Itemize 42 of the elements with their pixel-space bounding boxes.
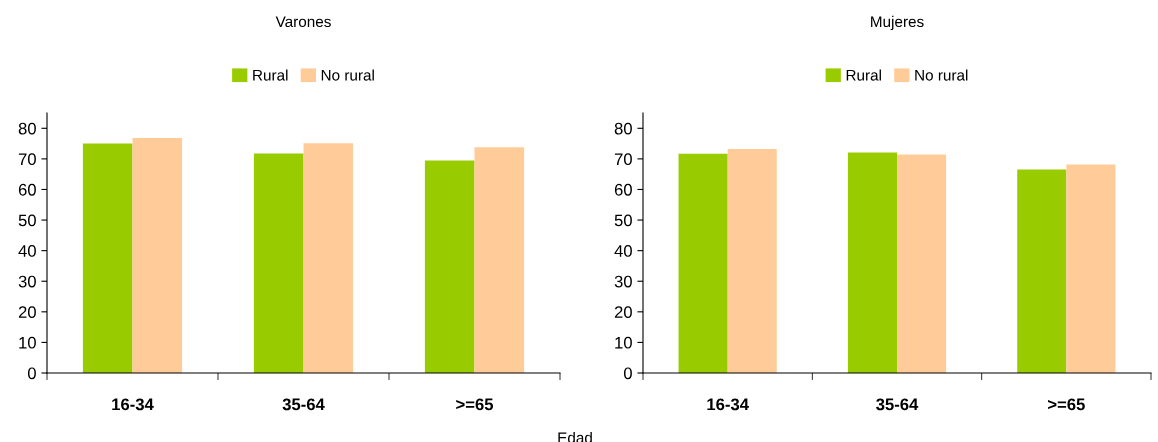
- y-tick-label: 70: [18, 153, 36, 166]
- x-tick-label: 35-64: [876, 398, 919, 411]
- y-tick-label: 60: [614, 183, 632, 196]
- bar: [132, 138, 183, 373]
- legend-label: No rural: [321, 69, 374, 81]
- y-tick-label: 10: [615, 336, 632, 349]
- y-tick-label: 60: [18, 183, 36, 196]
- y-tick-label: 0: [623, 367, 632, 380]
- y-tick-label: 30: [18, 275, 36, 288]
- y-tick-label: 40: [614, 245, 632, 257]
- legend-label: Rural: [253, 69, 288, 81]
- y-tick-label: 80: [614, 122, 632, 135]
- chart-title: Mujeres: [871, 15, 924, 31]
- bar: [1017, 169, 1067, 373]
- legend-label: Rural: [846, 69, 881, 81]
- x-tick-label: >=65: [456, 398, 494, 411]
- y-tick-label: 50: [18, 214, 36, 227]
- x-tick-label: 16-34: [112, 398, 154, 411]
- bar: [474, 147, 525, 373]
- y-tick-label: 40: [18, 245, 36, 257]
- y-tick-label: 30: [614, 275, 632, 288]
- y-tick-label: 20: [18, 306, 36, 319]
- bar: [1066, 164, 1116, 373]
- y-tick-label: 20: [614, 306, 632, 319]
- chart-title: Varones: [275, 16, 331, 28]
- bar: [303, 143, 354, 373]
- bar: [897, 154, 947, 373]
- bar: [847, 152, 897, 373]
- y-tick-label: 10: [19, 336, 36, 349]
- bar: [253, 153, 304, 373]
- x-tick-label: 35-64: [282, 398, 325, 411]
- legend-label: No rural: [915, 69, 968, 81]
- x-tick-label: 16-34: [707, 398, 749, 411]
- bar: [678, 153, 728, 373]
- y-tick-label: 0: [27, 367, 36, 380]
- bar: [82, 143, 133, 373]
- y-tick-label: 80: [18, 122, 36, 135]
- y-tick-label: 70: [614, 153, 632, 166]
- bar: [727, 149, 777, 373]
- y-tick-label: 50: [614, 214, 632, 227]
- bar: [424, 160, 475, 373]
- x-tick-label: >=65: [1048, 398, 1085, 411]
